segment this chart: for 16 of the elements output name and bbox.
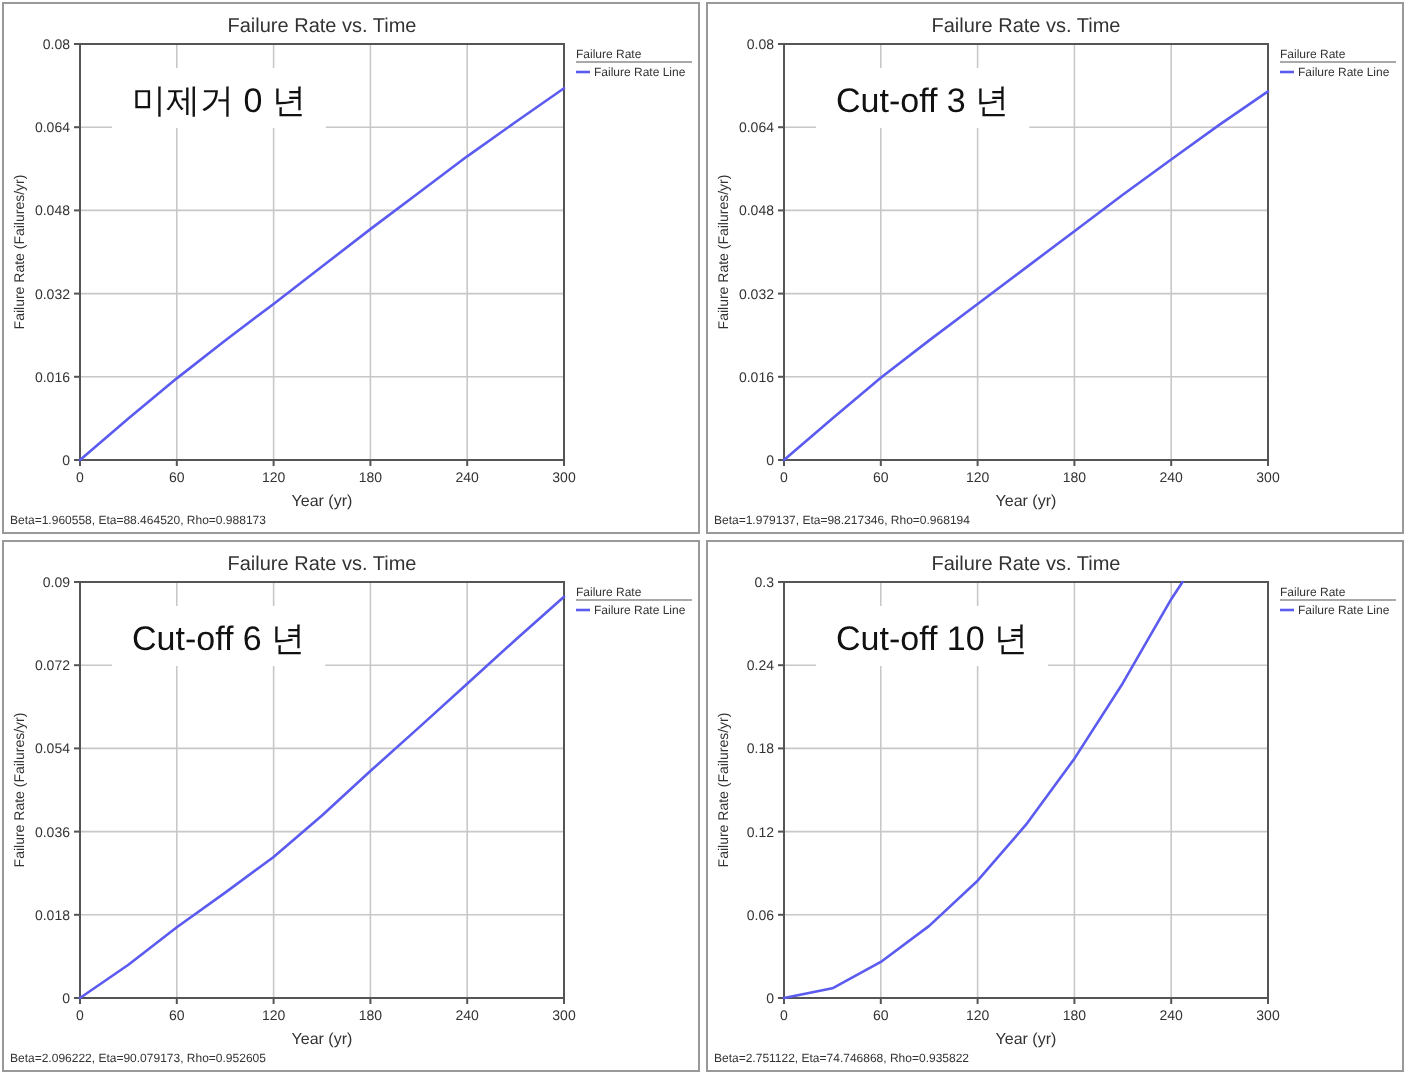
x-axis-title: Year (yr)	[291, 1030, 354, 1048]
chart-title: Failure Rate vs. Time	[931, 554, 1122, 576]
x-axis-title: Year (yr)	[291, 492, 354, 510]
line-series	[78, 86, 566, 462]
x-axis-title: Year (yr)	[995, 1030, 1058, 1048]
chart-title: Failure Rate vs. Time	[931, 16, 1122, 38]
annotation: Cut-off 6 년	[132, 620, 306, 658]
annotation: 미제거 0 년	[132, 82, 306, 120]
line-series	[782, 580, 1184, 1000]
x-axis-title: Year (yr)	[995, 492, 1058, 510]
chart-title: Failure Rate vs. Time	[227, 554, 418, 576]
annotation: Cut-off 10 년	[836, 620, 1029, 658]
line-series	[78, 595, 566, 1000]
chart-title: Failure Rate vs. Time	[227, 16, 418, 38]
line-series	[782, 90, 1270, 462]
annotation: Cut-off 3 년	[836, 82, 1010, 120]
